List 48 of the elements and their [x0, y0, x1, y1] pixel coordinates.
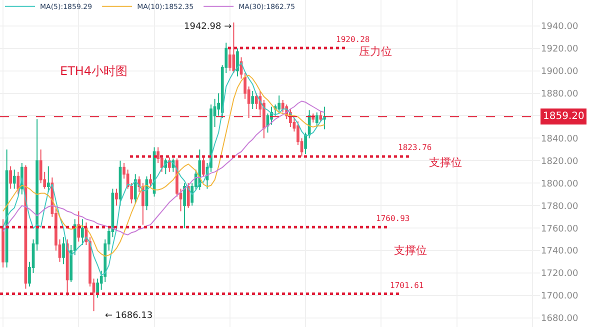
y-tick-label: 1940.00: [541, 22, 578, 32]
candlestick: [12, 169, 16, 190]
candlestick: [319, 110, 322, 122]
text: ETH4小时图: [60, 64, 128, 78]
candlestick: [186, 182, 190, 208]
candlestick: [118, 160, 122, 206]
candlestick: [81, 218, 84, 246]
candlestick: [278, 95, 280, 114]
y-tick-label: 1820.00: [541, 156, 578, 167]
candlestick: [62, 236, 65, 265]
y-tick-label: 1880.00: [541, 89, 578, 100]
y-tick-label: 1840.00: [541, 134, 578, 144]
y-tick-label: 1680.00: [541, 314, 578, 324]
y-tick-label: 1900.00: [541, 66, 578, 77]
ref-line-label: 1760.93: [376, 214, 410, 223]
y-tick-label: 1780.00: [541, 202, 578, 212]
y-tick-label: 1700.00: [541, 292, 578, 302]
y-tick-label: 1760.00: [541, 224, 578, 234]
ref-line-label: 1823.76: [398, 143, 432, 152]
candlestick: [46, 166, 50, 193]
annotation: 压力位: [359, 45, 392, 58]
annotation: 1942.98 →: [184, 22, 232, 32]
candlestick: [251, 90, 254, 110]
candlestick: [115, 188, 118, 206]
candlestick: [2, 218, 4, 268]
candlestick: [134, 174, 137, 204]
annotation: 支撑位: [394, 244, 427, 257]
annotation: 支撑位: [429, 156, 462, 169]
candlestick: [149, 174, 152, 188]
candlestick: [315, 112, 318, 128]
candlestick: [232, 22, 236, 74]
candlestick: [323, 106, 326, 130]
candlestick: [304, 132, 307, 154]
y-tick-label: 1740.00: [541, 246, 578, 257]
candlestick: [183, 182, 186, 229]
candlestick: [142, 182, 144, 226]
candlestick: [236, 48, 239, 77]
candlestick: [202, 156, 205, 177]
annotation: ← 1686.13: [105, 311, 153, 321]
candlestick: [16, 171, 20, 195]
y-tick-label: 1920.00: [541, 44, 578, 54]
y-tick-label: 1800.00: [541, 179, 578, 190]
y-tick-label: 1720.00: [541, 269, 578, 280]
line-series: [2, 100, 325, 236]
ref-line-label: 1859.20: [543, 111, 584, 122]
candlestick: [9, 166, 12, 190]
ref-line-label: 1701.61: [390, 281, 424, 290]
ref-line-label: 1920.28: [336, 35, 370, 44]
